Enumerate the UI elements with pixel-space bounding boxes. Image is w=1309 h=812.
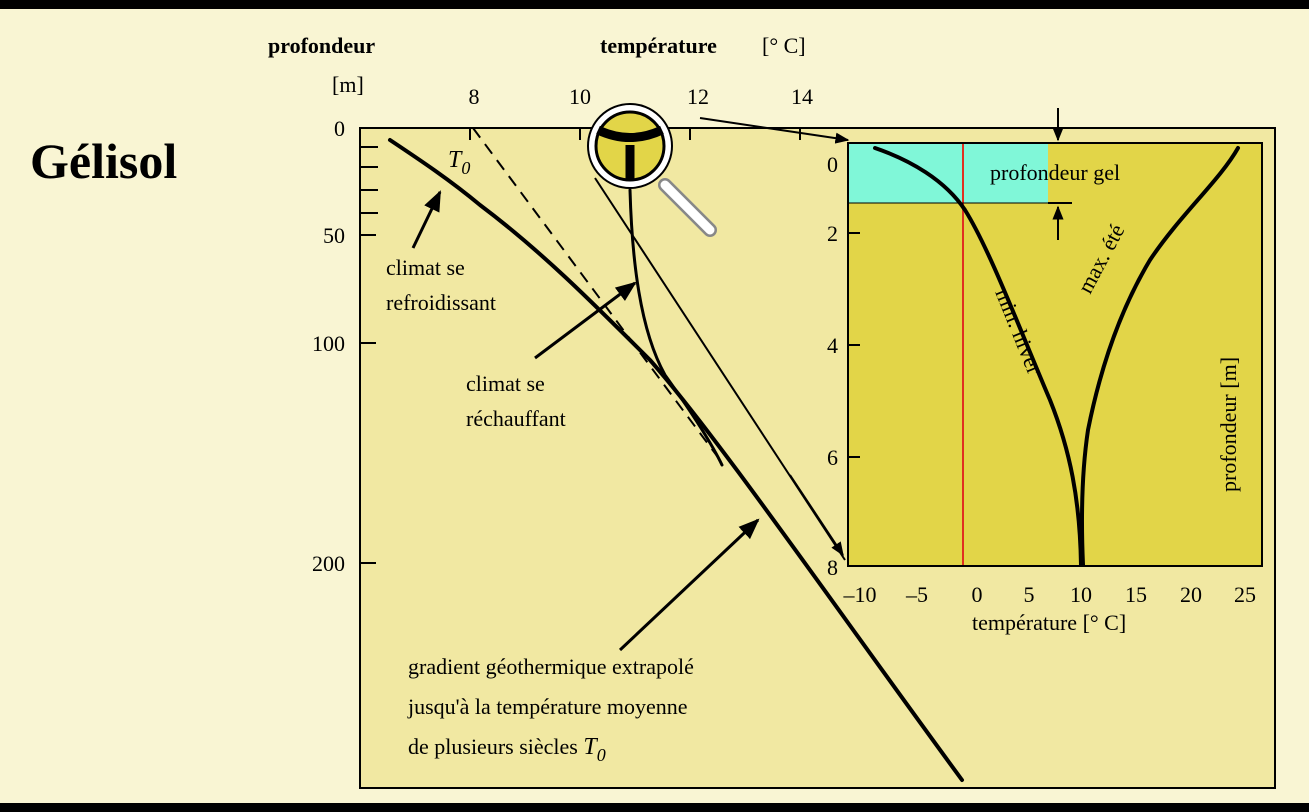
y-tick-label: 2: [827, 221, 838, 246]
x-tick-label: 10: [1070, 582, 1092, 607]
top-border: [0, 0, 1309, 9]
frost-depth-label: profondeur gel: [990, 160, 1120, 185]
x-tick-label: 14: [791, 84, 813, 109]
y-tick-label: 0: [827, 152, 838, 177]
bottom-border: [0, 803, 1309, 812]
annotation: réchauffant: [466, 406, 566, 431]
annotation-line: de plusieurs siècles: [408, 734, 578, 759]
y-tick-label: 200: [312, 551, 345, 576]
t0-subscript: 0: [461, 158, 470, 178]
x-axis-unit: [° C]: [762, 33, 806, 58]
x-tick-label: 0: [972, 582, 983, 607]
inset-y-label: profondeur [m]: [1216, 357, 1241, 492]
y-tick-label: 100: [312, 331, 345, 356]
page: body{margin:0;background:#fff;font-famil…: [0, 0, 1309, 812]
annotation: jusqu'à la température moyenne: [407, 694, 687, 719]
x-tick-label: 5: [1024, 582, 1035, 607]
x-tick-label: 12: [687, 84, 709, 109]
t0-subscript: 0: [597, 745, 606, 765]
y-axis-label: profondeur: [268, 33, 375, 58]
annotation: climat se: [386, 255, 465, 280]
y-axis-unit: [m]: [332, 72, 364, 97]
label: température: [972, 610, 1077, 635]
annotation: climat se: [466, 371, 545, 396]
y-tick-label: 4: [827, 333, 838, 358]
unit: [° C]: [1083, 610, 1127, 635]
figure: Gélisol profondeur [m] température [° C]…: [0, 0, 1309, 812]
x-tick-label: 15: [1125, 582, 1147, 607]
body: {"title":"Gélisol", "main":{"y_label":"p…: [0, 0, 1309, 812]
x-tick-label: –5: [905, 582, 928, 607]
x-tick-label: 25: [1234, 582, 1256, 607]
unit: [m]: [1216, 357, 1241, 389]
annotation: refroidissant: [386, 290, 496, 315]
x-tick-label: –10: [843, 582, 877, 607]
inset-plot: [848, 143, 1262, 566]
x-axis-label: température: [600, 33, 717, 58]
x-tick-label: 8: [469, 84, 480, 109]
y-tick-label: 8: [827, 555, 838, 580]
y-tick-label: 0: [334, 116, 345, 141]
title: Gélisol: [30, 133, 177, 189]
label: profondeur: [1216, 394, 1241, 492]
y-tick-label: 50: [323, 223, 345, 248]
x-tick-label: 20: [1180, 582, 1202, 607]
annotation: gradient géothermique extrapolé: [408, 654, 694, 679]
y-tick-label: 6: [827, 445, 838, 470]
x-tick-label: 10: [569, 84, 591, 109]
inset-x-label: température [° C]: [972, 610, 1126, 635]
